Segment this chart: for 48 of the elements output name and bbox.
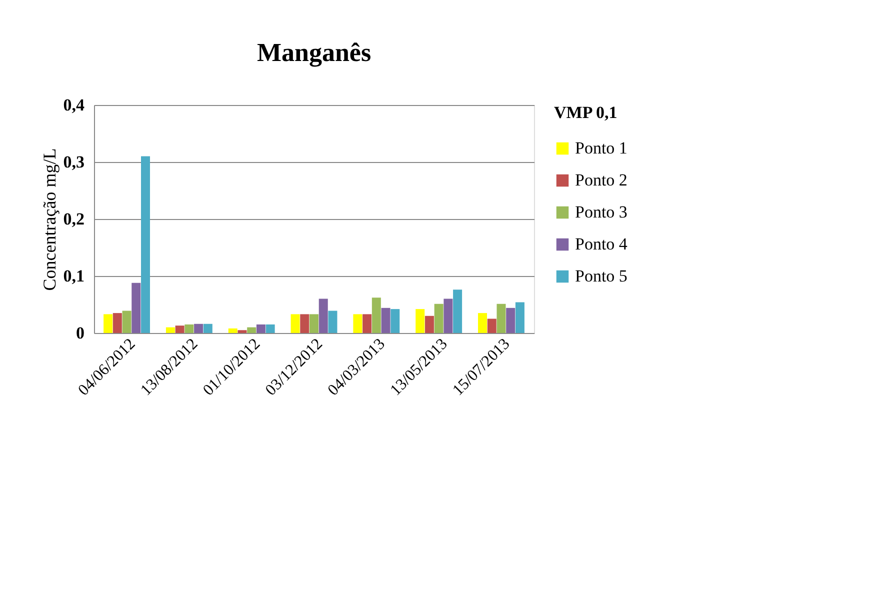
bar xyxy=(434,304,444,333)
bar xyxy=(424,316,434,333)
chart-title: Manganês xyxy=(256,38,372,67)
legend-title: VMP 0,1 xyxy=(554,103,618,122)
bar xyxy=(310,314,318,333)
bar xyxy=(318,298,328,333)
y-tick-label: 0,4 xyxy=(63,96,85,114)
y-tick-label: 0 xyxy=(76,324,84,342)
bar xyxy=(112,313,122,333)
bar xyxy=(132,282,141,333)
bar xyxy=(515,302,524,333)
bar xyxy=(104,314,113,333)
bar xyxy=(506,308,516,333)
legend-label: Ponto 1 xyxy=(575,138,628,158)
y-tick-label: 0,1 xyxy=(63,266,84,286)
bar xyxy=(166,327,175,333)
bar xyxy=(256,324,266,333)
legend-label: Ponto 2 xyxy=(575,170,628,190)
legend-label: Ponto 5 xyxy=(575,266,628,286)
bar xyxy=(238,330,247,333)
bar xyxy=(203,324,212,333)
bar xyxy=(487,318,496,333)
bar xyxy=(122,310,132,333)
bar xyxy=(184,324,194,333)
bar xyxy=(228,328,238,333)
bar xyxy=(444,298,453,333)
y-axis-title: Concentração mg/L xyxy=(39,148,60,291)
bar xyxy=(300,314,310,333)
bar xyxy=(175,326,184,333)
bar xyxy=(140,156,150,333)
bar xyxy=(372,298,381,333)
y-tick-label: 0,3 xyxy=(63,152,84,172)
bar xyxy=(353,314,362,333)
bar xyxy=(290,314,300,333)
bar xyxy=(247,327,256,333)
y-tick-label: 0,2 xyxy=(63,210,84,228)
bar xyxy=(416,309,425,333)
bar xyxy=(478,313,488,333)
bar xyxy=(496,304,506,333)
bar xyxy=(328,310,338,333)
bar xyxy=(453,290,462,333)
legend-label: Ponto 4 xyxy=(575,234,628,254)
bar xyxy=(362,314,372,333)
legend-label: Ponto 3 xyxy=(575,202,628,222)
bar xyxy=(381,308,390,333)
bar xyxy=(266,324,275,333)
bar xyxy=(194,324,204,333)
bar xyxy=(390,309,400,333)
